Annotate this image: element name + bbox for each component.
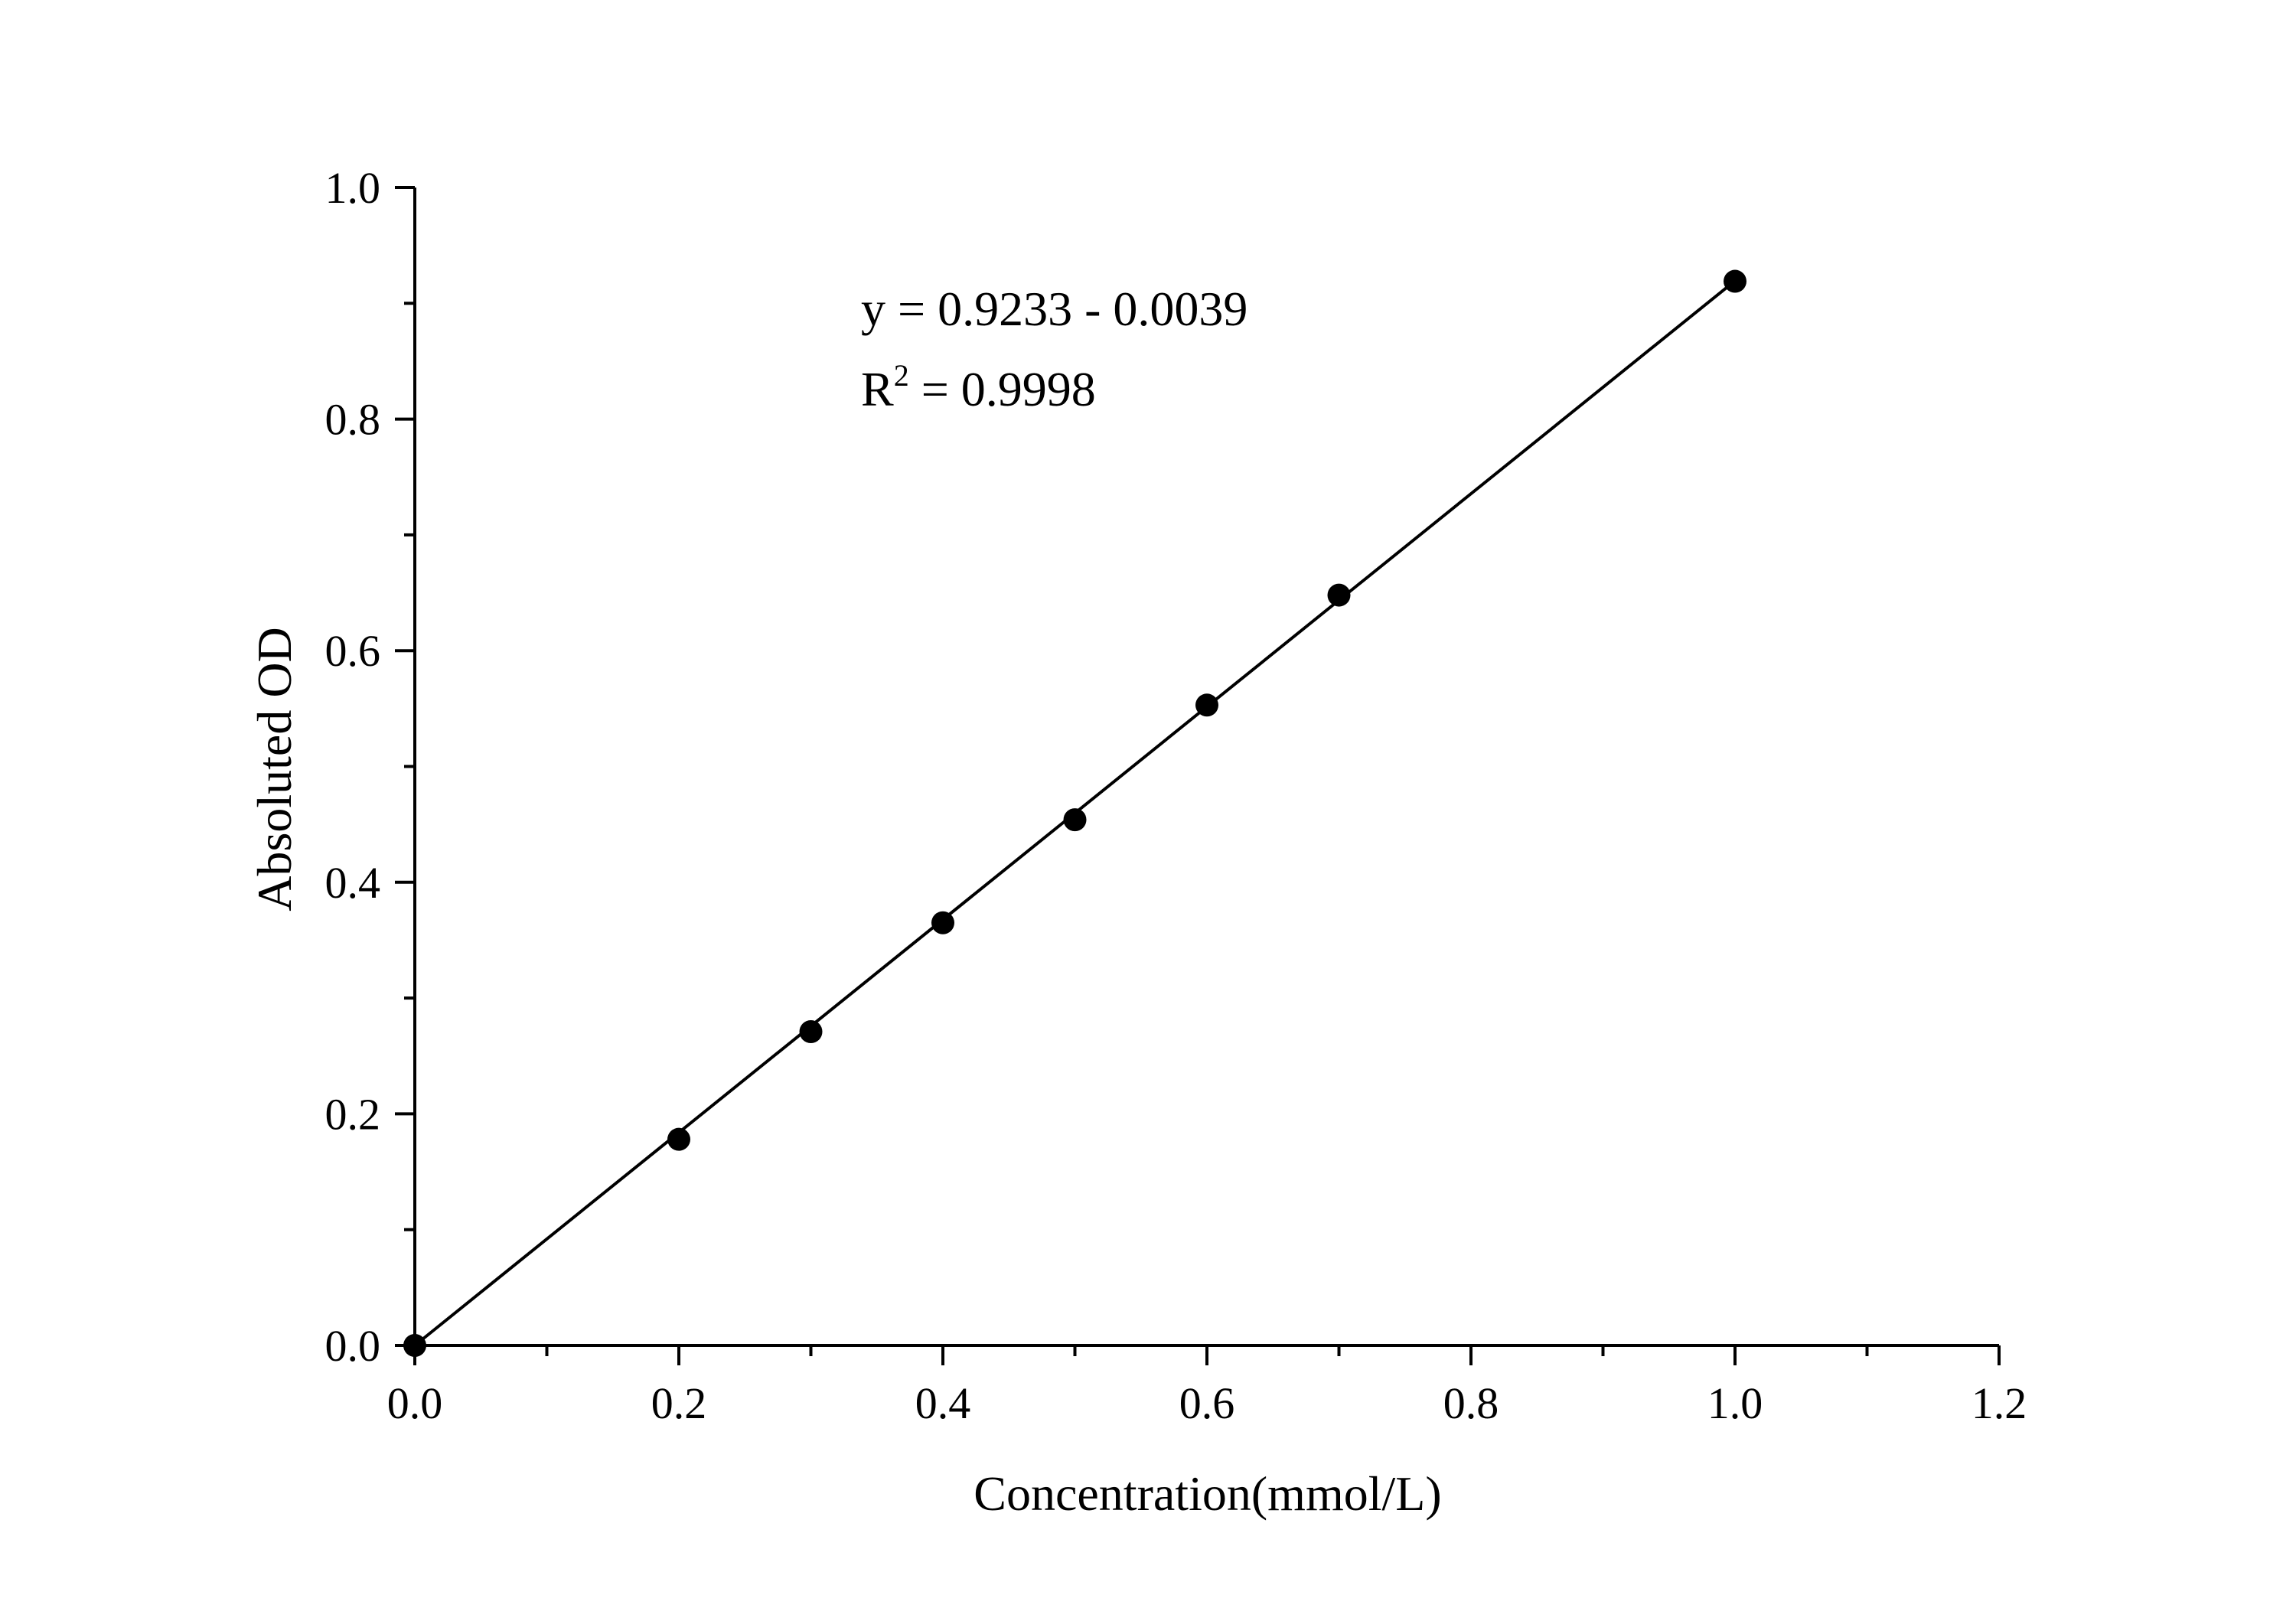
x-tick-label: 0.8 bbox=[1443, 1378, 1499, 1428]
axis-ticks bbox=[395, 186, 2001, 1365]
data-point bbox=[799, 1019, 823, 1043]
data-point bbox=[1724, 269, 1746, 293]
data-point bbox=[931, 911, 954, 934]
x-tick-label: 1.2 bbox=[1971, 1378, 2027, 1428]
x-tick-label: 0.6 bbox=[1179, 1378, 1235, 1428]
tick-labels: 0.0 0.2 0.4 0.6 0.8 1.0 1.2 0.0 0.2 0.4 0.6 0.8 1.0 bbox=[325, 163, 2027, 1428]
data-point bbox=[1195, 693, 1218, 717]
r-squared-prefix: R bbox=[861, 362, 894, 416]
y-tick-label: 0.2 bbox=[325, 1089, 381, 1139]
r-squared-annotation: R2 = 0.9998 bbox=[861, 358, 1096, 416]
axes bbox=[413, 188, 1999, 1347]
data-points bbox=[403, 269, 1746, 1357]
data-point bbox=[1327, 583, 1351, 607]
data-point bbox=[1063, 808, 1087, 832]
data-point bbox=[667, 1127, 690, 1151]
r-squared-value: = 0.9998 bbox=[909, 362, 1096, 416]
y-tick-label: 1.0 bbox=[325, 163, 381, 213]
equation-annotation: y = 0.9233 - 0.0039 bbox=[861, 282, 1247, 336]
r-squared-superscript: 2 bbox=[894, 358, 909, 393]
y-tick-label: 0.8 bbox=[325, 395, 381, 445]
x-tick-label: 0.2 bbox=[651, 1378, 707, 1428]
x-axis-title: Concentration(mmol/L) bbox=[974, 1466, 1441, 1521]
y-axis-title: Absoluted OD bbox=[247, 627, 302, 912]
x-tick-label: 1.0 bbox=[1707, 1378, 1763, 1428]
y-tick-label: 0.0 bbox=[325, 1321, 381, 1371]
y-tick-label: 0.4 bbox=[325, 858, 381, 908]
x-tick-label: 0.0 bbox=[387, 1378, 443, 1428]
x-tick-label: 0.4 bbox=[915, 1378, 971, 1428]
data-point bbox=[403, 1334, 426, 1357]
y-tick-label: 0.6 bbox=[325, 626, 381, 676]
